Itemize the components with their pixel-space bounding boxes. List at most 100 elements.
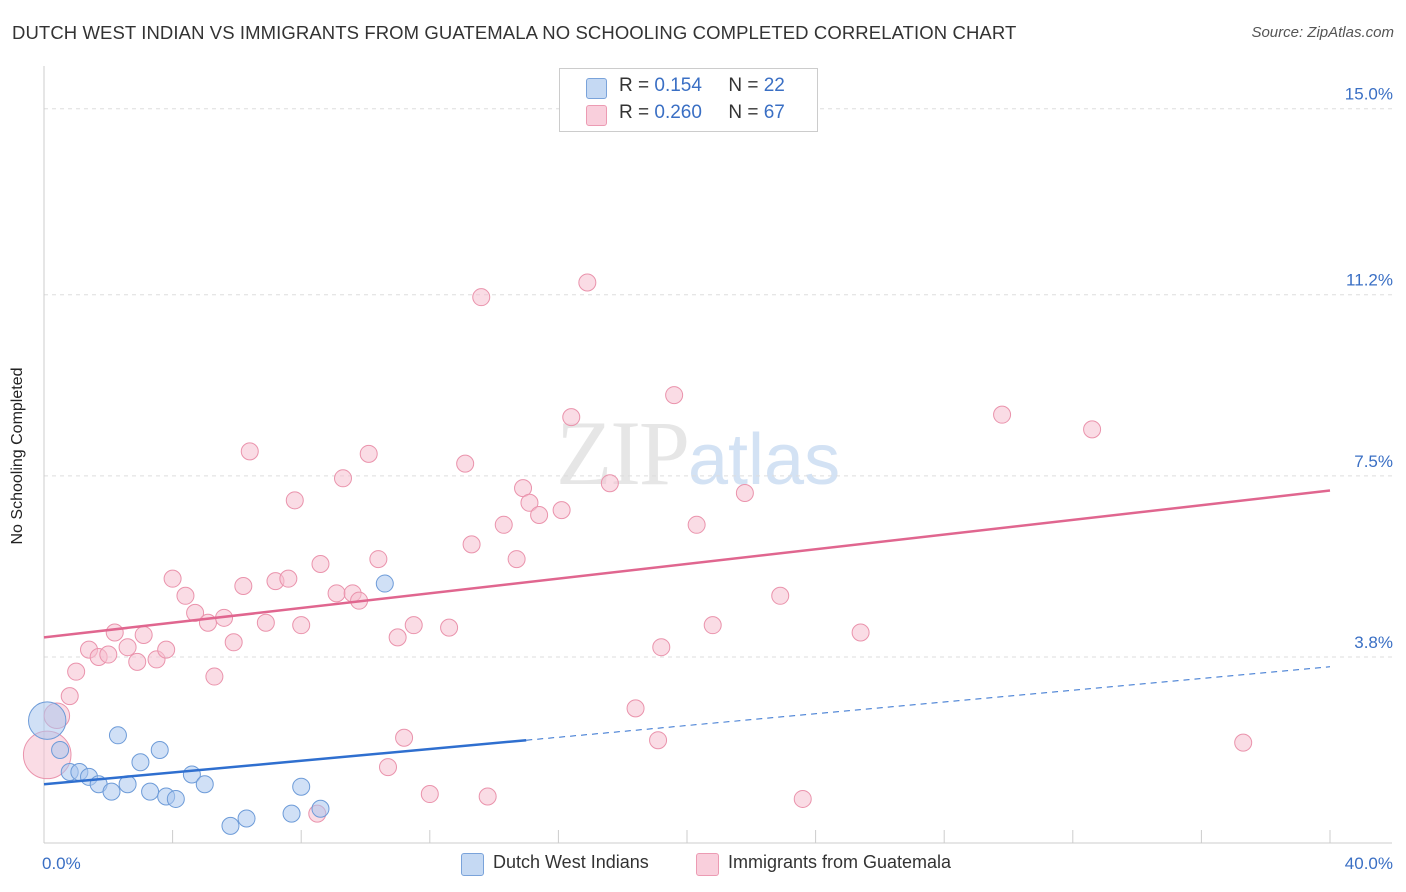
data-point-immigrants-guatemala bbox=[176, 586, 195, 605]
data-point-immigrants-guatemala bbox=[494, 515, 513, 534]
data-point-immigrants-guatemala bbox=[472, 288, 491, 307]
data-point-immigrants-guatemala bbox=[478, 787, 497, 806]
data-point-immigrants-guatemala bbox=[157, 640, 176, 659]
chart-title: DUTCH WEST INDIAN VS IMMIGRANTS FROM GUA… bbox=[12, 22, 1017, 43]
legend-n-value: 22 bbox=[763, 75, 785, 96]
watermark-atlas: atlas bbox=[688, 420, 841, 500]
data-point-immigrants-guatemala bbox=[60, 687, 79, 706]
data-point-immigrants-guatemala bbox=[292, 616, 311, 635]
x-tick-label: 0.0% bbox=[42, 854, 81, 873]
data-point-immigrants-guatemala bbox=[1083, 420, 1102, 439]
legend-n-value: 67 bbox=[763, 102, 785, 123]
data-point-immigrants-guatemala bbox=[456, 454, 475, 473]
data-point-immigrants-guatemala bbox=[240, 442, 259, 461]
data-point-dutch-west-indians bbox=[195, 775, 214, 794]
legend-r-value: 0.260 bbox=[654, 102, 702, 123]
data-point-immigrants-guatemala bbox=[67, 662, 86, 681]
data-point-dutch-west-indians bbox=[166, 789, 185, 808]
data-point-immigrants-guatemala bbox=[851, 623, 870, 642]
data-point-immigrants-guatemala bbox=[359, 444, 378, 463]
legend-r-value: 0.154 bbox=[654, 75, 702, 96]
data-point-immigrants-guatemala bbox=[735, 483, 754, 502]
data-point-immigrants-guatemala bbox=[279, 569, 298, 588]
legend-n-label: N = bbox=[728, 75, 759, 96]
data-point-immigrants-guatemala bbox=[626, 699, 645, 718]
data-point-immigrants-guatemala bbox=[118, 638, 137, 657]
data-point-dutch-west-indians bbox=[375, 574, 394, 593]
trend-line-dutch-west-indians-extension bbox=[526, 666, 1331, 741]
y-tick-label: 7.5% bbox=[1354, 452, 1393, 471]
legend-swatch-blue bbox=[586, 78, 607, 99]
data-point-dutch-west-indians bbox=[131, 753, 150, 772]
legend-text-blue: R = 0.154 N = 22 bbox=[619, 75, 785, 97]
data-point-immigrants-guatemala bbox=[703, 616, 722, 635]
data-point-immigrants-guatemala bbox=[578, 273, 597, 292]
data-point-immigrants-guatemala bbox=[369, 550, 388, 569]
y-axis-label-wrap: No Schooling Completed bbox=[8, 368, 28, 545]
legend-swatch-pink bbox=[586, 105, 607, 126]
data-point-immigrants-guatemala bbox=[649, 731, 668, 750]
data-point-immigrants-guatemala bbox=[379, 758, 398, 777]
correlation-legend: R = 0.154 N = 22 R = 0.260 N = 67 bbox=[559, 68, 818, 132]
y-tick-label: 11.2% bbox=[1346, 271, 1393, 290]
data-point-immigrants-guatemala bbox=[234, 577, 253, 595]
data-point-immigrants-guatemala bbox=[333, 469, 352, 488]
bottom-legend-label-pink: Immigrants from Guatemala bbox=[728, 852, 952, 872]
data-point-dutch-west-indians bbox=[108, 726, 127, 745]
data-point-immigrants-guatemala bbox=[128, 652, 147, 671]
bottom-legend-swatch-blue bbox=[461, 853, 484, 876]
data-point-immigrants-guatemala bbox=[163, 569, 182, 588]
data-point-immigrants-guatemala bbox=[1234, 733, 1253, 752]
data-point-dutch-west-indians bbox=[51, 740, 70, 759]
data-point-immigrants-guatemala bbox=[462, 535, 481, 554]
source-credit: Source: ZipAtlas.com bbox=[1251, 24, 1394, 41]
data-point-immigrants-guatemala bbox=[327, 584, 346, 603]
legend-r-label: R = bbox=[619, 75, 650, 96]
data-point-immigrants-guatemala bbox=[600, 474, 619, 493]
data-point-immigrants-guatemala bbox=[652, 638, 671, 657]
data-point-dutch-west-indians bbox=[237, 809, 256, 828]
data-point-immigrants-guatemala bbox=[186, 603, 205, 622]
data-point-immigrants-guatemala bbox=[665, 386, 684, 405]
watermark: ZIPatlas bbox=[556, 400, 840, 506]
data-point-immigrants-guatemala bbox=[105, 623, 124, 642]
legend-text-pink: R = 0.260 N = 67 bbox=[619, 102, 785, 124]
data-point-immigrants-guatemala bbox=[993, 405, 1012, 424]
data-point-immigrants-guatemala bbox=[562, 408, 581, 427]
x-tick-label: 40.0% bbox=[1345, 854, 1393, 873]
data-point-immigrants-guatemala bbox=[793, 789, 812, 808]
data-point-immigrants-guatemala bbox=[420, 785, 439, 804]
data-point-immigrants-guatemala bbox=[530, 506, 549, 525]
y-tick-label: 3.8% bbox=[1354, 633, 1393, 652]
trend-line-immigrants-guatemala bbox=[43, 489, 1331, 639]
data-point-dutch-west-indians bbox=[311, 799, 330, 818]
data-point-immigrants-guatemala bbox=[507, 550, 526, 569]
data-point-dutch-west-indians bbox=[102, 782, 121, 801]
bottom-legend-label-blue: Dutch West Indians bbox=[493, 852, 649, 872]
data-point-immigrants-guatemala bbox=[205, 667, 224, 686]
bottom-legend-swatch-pink bbox=[696, 853, 719, 876]
data-point-dutch-west-indians bbox=[292, 777, 311, 796]
data-point-dutch-west-indians bbox=[282, 804, 301, 823]
data-point-immigrants-guatemala bbox=[285, 491, 304, 510]
data-point-dutch-west-indians bbox=[28, 701, 67, 740]
data-point-dutch-west-indians bbox=[221, 816, 240, 835]
data-point-immigrants-guatemala bbox=[99, 645, 118, 664]
data-point-immigrants-guatemala bbox=[395, 728, 414, 747]
data-point-immigrants-guatemala bbox=[311, 554, 330, 573]
y-axis-label: No Schooling Completed bbox=[9, 367, 26, 545]
data-point-immigrants-guatemala bbox=[256, 613, 275, 632]
data-point-immigrants-guatemala bbox=[224, 633, 243, 652]
legend-n-label: N = bbox=[728, 102, 759, 123]
data-point-immigrants-guatemala bbox=[134, 625, 153, 644]
data-point-immigrants-guatemala bbox=[520, 493, 539, 512]
data-point-immigrants-guatemala bbox=[687, 515, 706, 534]
data-point-immigrants-guatemala bbox=[552, 501, 571, 520]
trend-line-dutch-west-indians bbox=[43, 738, 527, 786]
data-point-immigrants-guatemala bbox=[440, 618, 459, 637]
data-point-immigrants-guatemala bbox=[771, 586, 790, 605]
data-point-dutch-west-indians bbox=[141, 782, 160, 801]
data-point-immigrants-guatemala bbox=[404, 616, 423, 635]
data-point-immigrants-guatemala bbox=[388, 628, 407, 647]
